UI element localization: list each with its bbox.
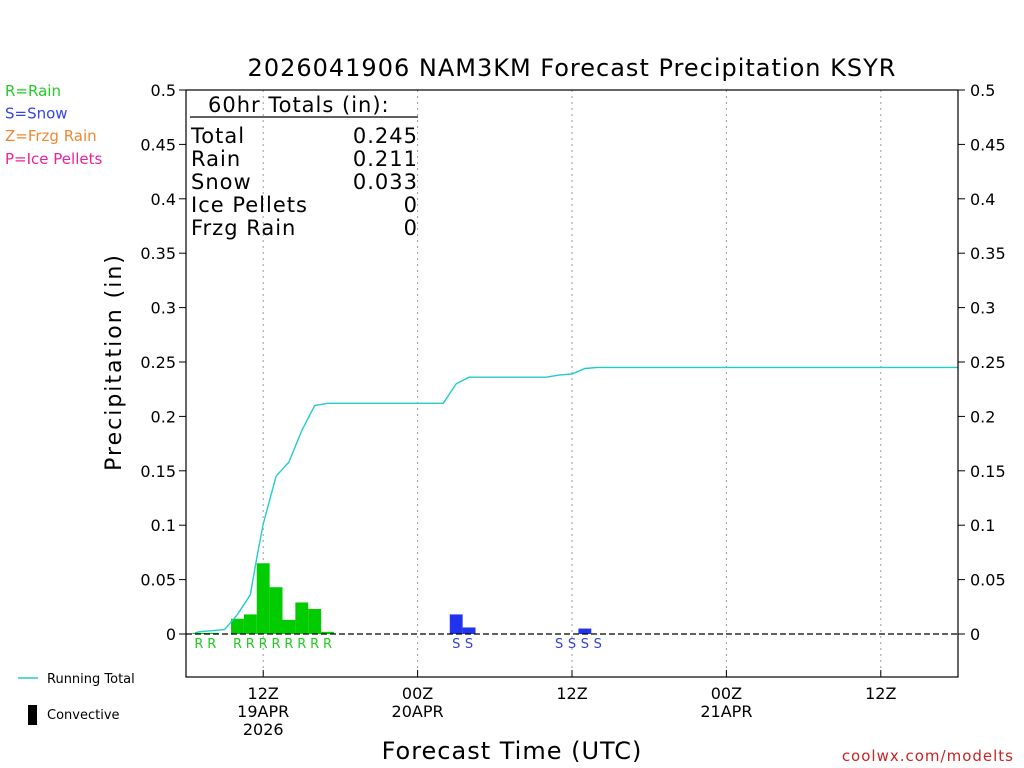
credit-text: coolwx.com/modelts	[842, 747, 1014, 765]
precip-type-label: S	[594, 637, 602, 652]
y-tick-label-left: 0.2	[151, 407, 176, 426]
y-tick-label-left: 0.05	[140, 571, 176, 590]
x-tick-label: 19APR	[237, 702, 289, 721]
totals-row-value: 0	[404, 193, 418, 217]
x-tick-label: 20APR	[392, 702, 444, 721]
y-tick-label-right: 0	[970, 625, 980, 644]
precip-type-label: R	[246, 637, 255, 652]
precip-type-label: S	[555, 637, 563, 652]
precip-type-label: R	[310, 637, 319, 652]
precip-bar	[256, 563, 270, 634]
totals-row-value: 0.245	[353, 124, 418, 148]
bars-layer	[192, 563, 592, 634]
precip-type-label: R	[272, 637, 281, 652]
precip-type-label: S	[465, 637, 473, 652]
precip-type-legend: R=Rain S=Snow Z=Frzg Rain P=Ice Pellets	[5, 82, 102, 168]
type-legend-entry: Z=Frzg Rain	[5, 127, 97, 145]
y-tick-label-left: 0.25	[140, 353, 176, 372]
precip-bar	[321, 631, 334, 634]
y-tick-label-right: 0.25	[970, 353, 1006, 372]
x-axis-label: Forecast Time (UTC)	[382, 737, 643, 765]
totals-row-value: 0.033	[353, 170, 418, 194]
type-legend-entry: P=Ice Pellets	[5, 150, 102, 168]
bottom-legend-label: Running Total	[47, 672, 135, 687]
axes: 0 00.05 0.050.1 0.10.15 0.150.2 0.20.25 0.250.…	[140, 81, 1005, 739]
type-legend-entry: R=Rain	[5, 82, 61, 100]
y-tick-label-left: 0.4	[151, 190, 176, 209]
precip-type-label: R	[207, 637, 216, 652]
precip-bar	[231, 618, 244, 634]
totals-row-value: 0	[404, 216, 418, 240]
precip-bar	[269, 587, 283, 634]
precip-type-label: R	[284, 637, 293, 652]
running-total-line	[194, 366, 958, 634]
y-tick-label-right: 0.15	[970, 462, 1006, 481]
precip-type-label: S	[581, 637, 589, 652]
y-tick-label-left: 0.3	[151, 299, 176, 318]
y-tick-label-right: 0.1	[970, 516, 995, 535]
y-tick-label-right: 0.2	[970, 407, 995, 426]
precip-bar	[282, 619, 296, 634]
y-axis-label: Precipitation (in)	[102, 253, 127, 471]
precip-bar	[243, 614, 257, 634]
totals-row-label: Total	[190, 124, 245, 148]
precip-type-label: R	[297, 637, 306, 652]
y-tick-label-left: 0.5	[151, 81, 176, 100]
y-tick-label-right: 0.05	[970, 571, 1006, 590]
y-tick-label-left: 0.35	[140, 244, 176, 263]
totals-row-label: Frzg Rain	[191, 216, 296, 240]
precip-bar	[308, 608, 322, 634]
precip-type-label: R	[323, 637, 332, 652]
precip-bar	[295, 602, 309, 634]
running-total-layer	[194, 366, 958, 634]
x-tick-label: 2026	[243, 720, 284, 739]
precip-bar	[578, 628, 592, 634]
y-tick-label-right: 0.3	[970, 299, 995, 318]
x-tick-label: 12Z	[556, 684, 587, 703]
y-tick-label-right: 0.4	[970, 190, 995, 209]
x-tick-label: 12Z	[248, 684, 279, 703]
precip-type-label: R	[259, 637, 268, 652]
totals-header: 60hr Totals (in):	[208, 93, 390, 117]
totals-row-label: Rain	[191, 147, 241, 171]
y-tick-label-right: 0.45	[970, 135, 1006, 154]
grid-lines	[262, 90, 882, 677]
x-tick-label: 00Z	[711, 684, 742, 703]
y-tick-label-left: 0.15	[140, 462, 176, 481]
legend-bar-swatch	[28, 705, 37, 725]
y-tick-label-right: 0.35	[970, 244, 1006, 263]
precip-type-label: R	[233, 637, 242, 652]
precip-bar	[449, 614, 463, 634]
bottom-legend: Running Total Convective	[18, 672, 135, 725]
type-legend-entry: S=Snow	[5, 105, 68, 123]
totals-box: 60hr Totals (in): Total 0.245 Rain 0.211 Snow…	[190, 93, 418, 240]
totals-row-label: Ice Pellets	[191, 193, 308, 217]
y-tick-label-left: 0	[166, 625, 176, 644]
precip-type-label: S	[568, 637, 576, 652]
x-tick-label: 21APR	[700, 702, 752, 721]
x-tick-label: 00Z	[402, 684, 433, 703]
y-tick-label-right: 0.5	[970, 81, 995, 100]
chart-title: 2026041906 NAM3KM Forecast Precipitation…	[248, 54, 897, 82]
totals-row-value: 0.211	[353, 147, 418, 171]
y-tick-label-left: 0.45	[140, 135, 176, 154]
bottom-legend-label: Convective	[47, 708, 120, 723]
precip-bar	[462, 627, 476, 634]
precip-type-label: R	[194, 637, 203, 652]
x-tick-label: 12Z	[865, 684, 896, 703]
totals-row-label: Snow	[191, 170, 252, 194]
precip-bar	[205, 632, 219, 634]
precip-type-label: S	[452, 637, 460, 652]
y-tick-label-left: 0.1	[151, 516, 176, 535]
